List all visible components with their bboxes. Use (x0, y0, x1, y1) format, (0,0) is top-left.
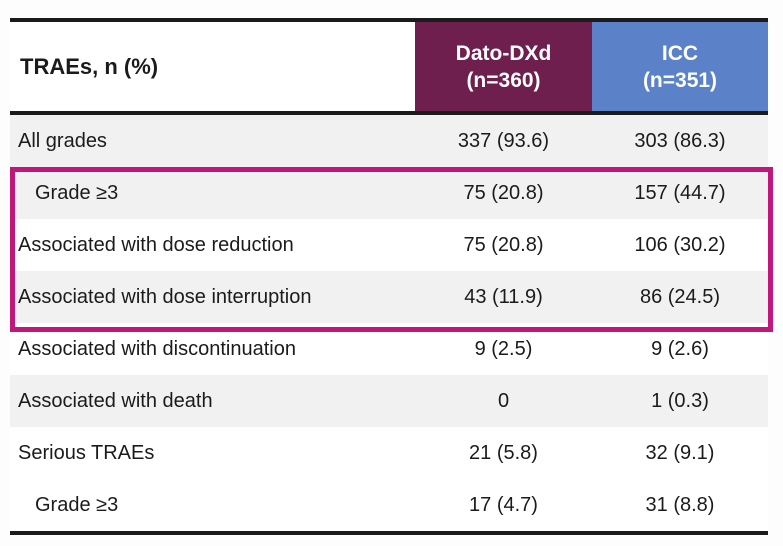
row-label: Associated with discontinuation (18, 337, 296, 360)
dato-value: 75 (20.8) (463, 181, 544, 204)
dato-value: 75 (20.8) (463, 233, 544, 256)
table-top-rule (10, 18, 768, 22)
dato-col-sample: (n=360) (466, 68, 541, 92)
icc-value: 157 (44.7) (634, 181, 726, 204)
table-body: All grades 337 (93.6) 303 (86.3) Grade ≥… (10, 115, 768, 531)
row-label: Associated with death (18, 389, 213, 412)
dato-value: 43 (11.9) (464, 285, 543, 308)
table-row: Associated with discontinuation 9 (2.5) … (10, 323, 768, 375)
table-row: Serious TRAEs 21 (5.8) 32 (9.1) (10, 427, 768, 479)
table-row: All grades 337 (93.6) 303 (86.3) (10, 115, 768, 167)
row-label: Grade ≥3 (35, 493, 119, 516)
header-col-dato-dxd: Dato-DXd (n=360) (415, 22, 592, 111)
table-bottom-rule (10, 531, 768, 535)
table-row: Associated with dose reduction 75 (20.8)… (10, 219, 768, 271)
header-bottom-rule (10, 111, 768, 115)
icc-col-name: ICC (661, 41, 699, 65)
icc-value: 303 (86.3) (634, 129, 726, 152)
header-col-icc: ICC (n=351) (592, 22, 768, 111)
icc-value: 1 (0.3) (651, 389, 709, 412)
icc-value: 9 (2.6) (651, 337, 709, 360)
icc-value: 86 (24.5) (639, 285, 721, 308)
row-label: Associated with dose reduction (18, 233, 294, 256)
icc-value: 106 (30.2) (634, 233, 726, 256)
row-label: Associated with dose interruption (18, 285, 312, 308)
header-row-label: TRAEs, n (%) (10, 22, 415, 111)
dato-col-name: Dato-DXd (455, 41, 552, 65)
dato-value: 21 (5.8) (469, 441, 538, 464)
dato-value: 9 (2.5) (474, 337, 533, 360)
table-row: Associated with death 0 1 (0.3) (10, 375, 768, 427)
icc-value: 31 (8.8) (645, 493, 715, 516)
table-header-row: TRAEs, n (%) Dato-DXd (n=360) ICC (n=351… (10, 22, 768, 111)
row-label: Grade ≥3 (35, 181, 119, 204)
row-label: Serious TRAEs (18, 441, 155, 464)
row-label: All grades (18, 129, 107, 152)
table-row: Grade ≥3 17 (4.7) 31 (8.8) (10, 479, 768, 531)
table-row: Associated with dose interruption 43 (11… (10, 271, 768, 323)
table-row: Grade ≥3 75 (20.8) 157 (44.7) (10, 167, 768, 219)
icc-col-sample: (n=351) (642, 68, 718, 92)
dato-value: 337 (93.6) (457, 129, 550, 152)
icc-value: 32 (9.1) (645, 441, 715, 464)
dato-value: 0 (497, 389, 510, 412)
dato-value: 17 (4.7) (469, 493, 538, 516)
